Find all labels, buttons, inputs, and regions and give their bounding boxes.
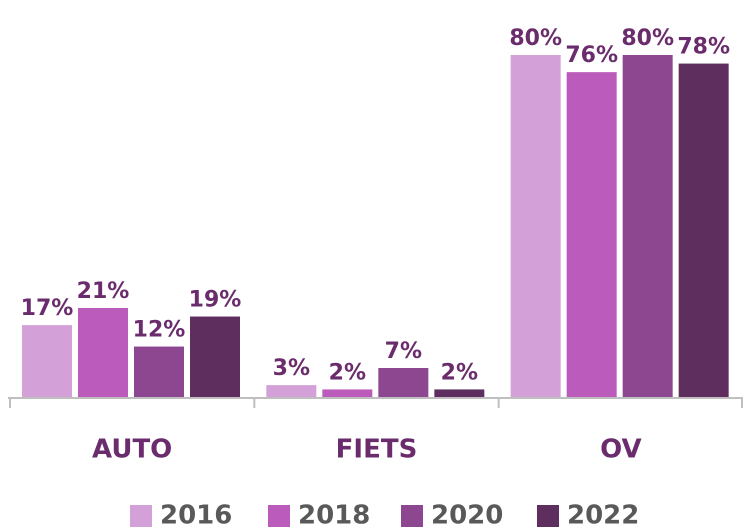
bar: [510, 55, 561, 398]
bar: [78, 307, 128, 398]
data-label: 17%: [21, 296, 74, 321]
x-tick-label: AUTO: [92, 435, 172, 465]
bar: [322, 389, 373, 398]
data-label: 80%: [621, 26, 674, 51]
x-tick-label: OV: [600, 435, 642, 465]
legend-swatch: [537, 505, 559, 527]
bar: [566, 72, 617, 399]
bar: [378, 367, 429, 398]
x-tick-label: FIETS: [336, 435, 418, 465]
legend-label: 2018: [298, 501, 370, 529]
data-label: 2%: [441, 360, 478, 385]
legend-swatch: [401, 505, 423, 527]
bar: [190, 316, 240, 398]
legend-label: 2022: [567, 501, 639, 529]
data-label: 2%: [329, 360, 366, 385]
data-label: 19%: [189, 288, 242, 313]
bar: [678, 63, 729, 398]
bar: [434, 389, 485, 398]
legend-label: 2016: [160, 501, 232, 529]
bar: [266, 385, 317, 398]
data-label: 76%: [565, 43, 618, 68]
legend-swatch: [268, 505, 290, 527]
data-label: 3%: [273, 356, 310, 381]
data-label: 80%: [509, 26, 562, 51]
data-label: 7%: [385, 339, 422, 364]
data-label: 21%: [77, 279, 130, 304]
bar: [134, 346, 184, 398]
data-label: 12%: [133, 318, 186, 343]
legend-label: 2020: [431, 501, 503, 529]
legend-swatch: [130, 505, 152, 527]
bar: [22, 325, 72, 398]
data-label: 78%: [677, 35, 730, 60]
bar: [622, 55, 673, 398]
